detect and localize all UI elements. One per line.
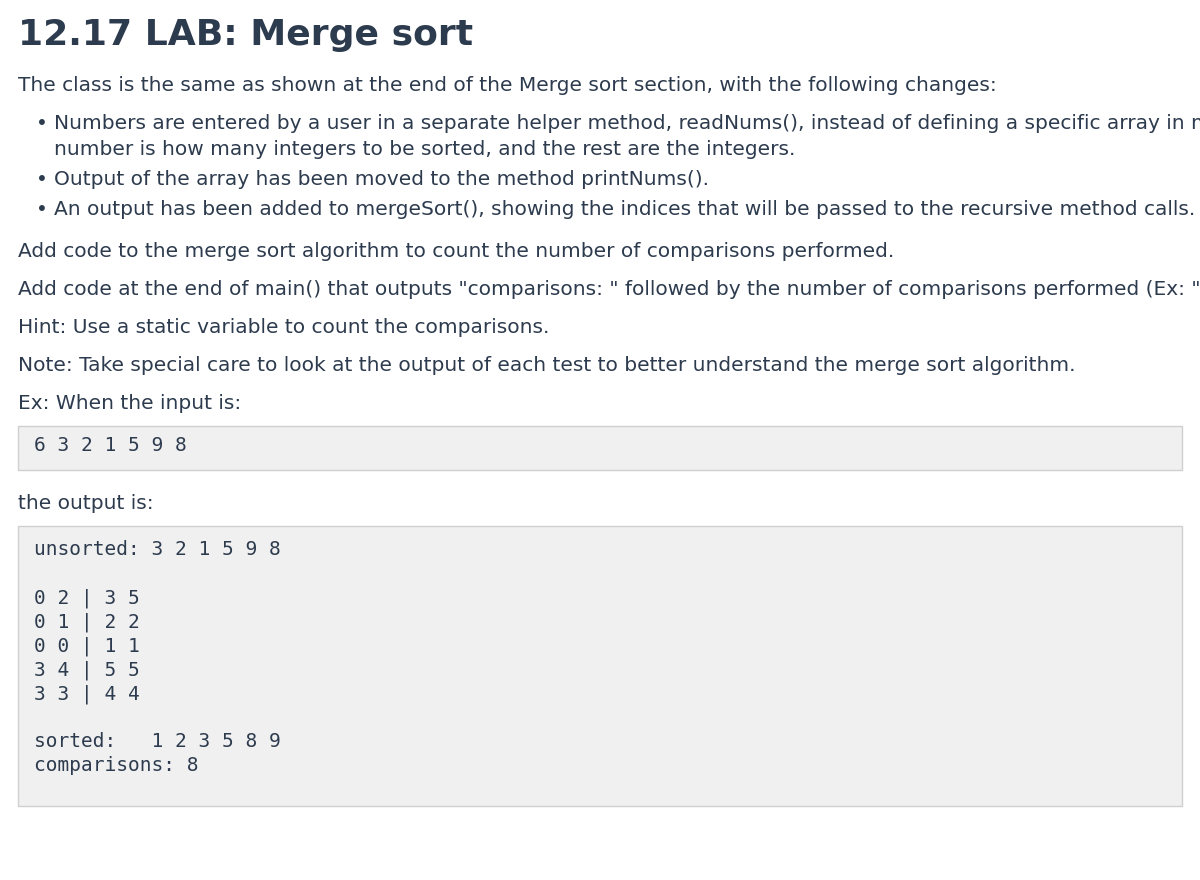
Text: 3 3 | 4 4: 3 3 | 4 4 [34, 684, 139, 703]
Bar [18, 526, 1182, 806]
Text: •: • [36, 114, 48, 133]
Text: Add code at the end of main() that outputs "comparisons: " followed by the numbe: Add code at the end of main() that outpu… [18, 280, 1200, 299]
Text: Add code to the merge sort algorithm to count the number of comparisons performe: Add code to the merge sort algorithm to … [18, 242, 894, 261]
Text: Note: Take special care to look at the output of each test to better understand : Note: Take special care to look at the o… [18, 356, 1075, 375]
Text: The class is the same as shown at the end of the Merge sort section, with the fo: The class is the same as shown at the en… [18, 76, 997, 95]
Text: 0 1 | 2 2: 0 1 | 2 2 [34, 612, 139, 632]
Text: Hint: Use a static variable to count the comparisons.: Hint: Use a static variable to count the… [18, 318, 550, 337]
Text: 6 3 2 1 5 9 8: 6 3 2 1 5 9 8 [34, 436, 187, 455]
Text: 3 4 | 5 5: 3 4 | 5 5 [34, 660, 139, 679]
Text: 0 2 | 3 5: 0 2 | 3 5 [34, 588, 139, 607]
Text: Output of the array has been moved to the method printNums().: Output of the array has been moved to th… [54, 170, 709, 189]
Text: comparisons: 8: comparisons: 8 [34, 756, 198, 775]
Text: the output is:: the output is: [18, 494, 154, 513]
Bar [18, 426, 1182, 470]
Text: sorted:   1 2 3 5 8 9: sorted: 1 2 3 5 8 9 [34, 732, 281, 751]
Text: An output has been added to mergeSort(), showing the indices that will be passed: An output has been added to mergeSort(),… [54, 200, 1195, 219]
Text: •: • [36, 170, 48, 189]
Text: Ex: When the input is:: Ex: When the input is: [18, 394, 241, 413]
Text: unsorted: 3 2 1 5 9 8: unsorted: 3 2 1 5 9 8 [34, 540, 281, 559]
Text: Numbers are entered by a user in a separate helper method, readNums(), instead o: Numbers are entered by a user in a separ… [54, 114, 1200, 133]
Text: •: • [36, 200, 48, 219]
Text: 0 0 | 1 1: 0 0 | 1 1 [34, 636, 139, 656]
Text: 12.17 LAB: Merge sort: 12.17 LAB: Merge sort [18, 18, 473, 52]
Text: number is how many integers to be sorted, and the rest are the integers.: number is how many integers to be sorted… [54, 140, 796, 159]
